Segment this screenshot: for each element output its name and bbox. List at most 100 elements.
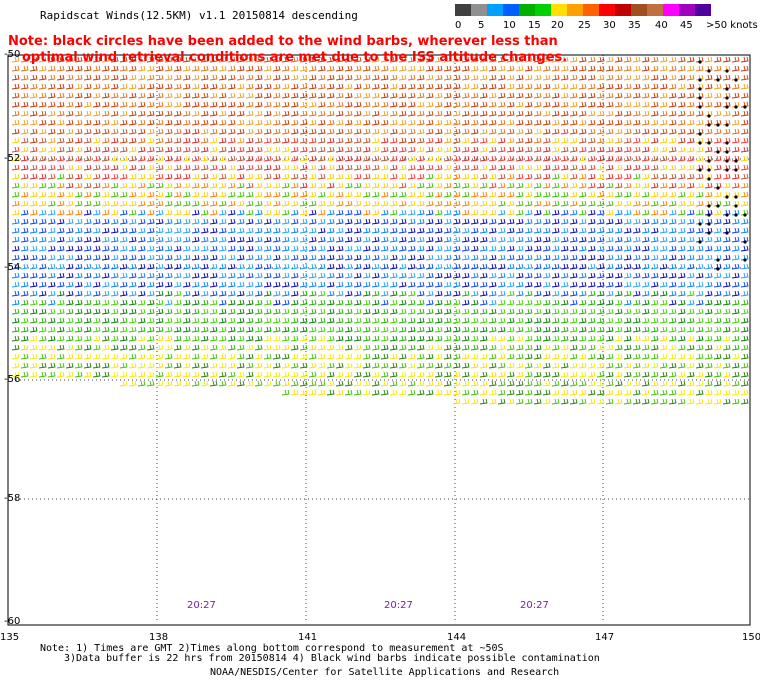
wind-barb [101,227,110,234]
wind-barb [110,209,119,216]
wind-barb [443,65,452,72]
wind-barb [353,380,362,387]
contamination-circle [716,150,720,154]
wind-barb [308,371,317,378]
wind-barb [398,164,407,171]
wind-barb [434,92,443,99]
wind-barb [74,236,83,243]
wind-barb [479,137,488,144]
wind-barb [416,92,425,99]
wind-barb [659,362,668,369]
wind-barb [92,326,101,333]
wind-barb [236,146,245,153]
wind-barb [308,146,317,153]
wind-barb [344,209,353,216]
wind-barb [569,155,578,162]
latitude-label: -60 [4,616,21,627]
wind-barb [272,65,281,72]
wind-barb [65,272,74,279]
wind-barb [218,290,227,297]
contamination-circle [716,267,720,271]
wind-barb [254,254,263,261]
wind-barb [200,146,209,153]
wind-barb [569,191,578,198]
wind-barb [137,164,146,171]
wind-barb [56,299,65,306]
wind-barb [65,173,74,180]
wind-barb [641,146,650,153]
wind-barb [524,272,533,279]
wind-barb [362,209,371,216]
wind-barb [254,74,263,81]
wind-barb [209,200,218,207]
wind-barb [389,281,398,288]
wind-barb [128,137,137,144]
wind-barb [695,155,704,162]
wind-barb [290,65,299,72]
wind-barb [713,371,722,378]
wind-barb [317,182,326,189]
wind-barb [587,362,596,369]
wind-barb [416,317,425,324]
wind-barb [497,281,506,288]
wind-barb [38,56,47,63]
wind-barb [281,353,290,360]
wind-barb [407,182,416,189]
wind-barb [731,137,740,144]
wind-barb [110,92,119,99]
contamination-circle [734,159,738,163]
wind-barb [182,92,191,99]
wind-barb [281,308,290,315]
wind-barb [326,389,335,396]
wind-barb [686,353,695,360]
contamination-circle [707,168,711,172]
wind-barb [488,290,497,297]
wind-barb [425,200,434,207]
wind-barb [713,200,722,207]
wind-barb [632,128,641,135]
wind-barb [389,218,398,225]
wind-barb [209,227,218,234]
wind-barb [74,272,83,279]
contamination-circle [707,204,711,208]
wind-barb [20,317,29,324]
wind-barb [596,56,605,63]
wind-barb [623,389,632,396]
wind-barb [173,146,182,153]
wind-barb [596,254,605,261]
wind-barb [452,254,461,261]
wind-barb [569,398,578,405]
wind-barb [641,362,650,369]
wind-barb [479,281,488,288]
wind-barb [326,164,335,171]
wind-barb [128,110,137,117]
wind-barb [56,173,65,180]
wind-barb [596,362,605,369]
wind-barb [56,335,65,342]
wind-barb [20,344,29,351]
wind-barb [200,263,209,270]
wind-barb [416,371,425,378]
wind-barb [290,272,299,279]
wind-barb [587,200,596,207]
legend-swatch [567,4,583,16]
wind-barb [461,137,470,144]
wind-barb [668,308,677,315]
wind-barb [407,299,416,306]
wind-barb [407,218,416,225]
wind-barb [740,308,749,315]
wind-barb [677,398,686,405]
wind-barb [308,191,317,198]
wind-barb [641,119,650,126]
wind-barb [344,191,353,198]
wind-barb [209,218,218,225]
wind-barb [524,398,533,405]
wind-barb [173,263,182,270]
wind-barb [299,389,308,396]
wind-barb [56,56,65,63]
wind-barb [704,182,713,189]
wind-barb [731,92,740,99]
wind-barb [101,254,110,261]
wind-barb [704,290,713,297]
wind-barb [299,92,308,99]
